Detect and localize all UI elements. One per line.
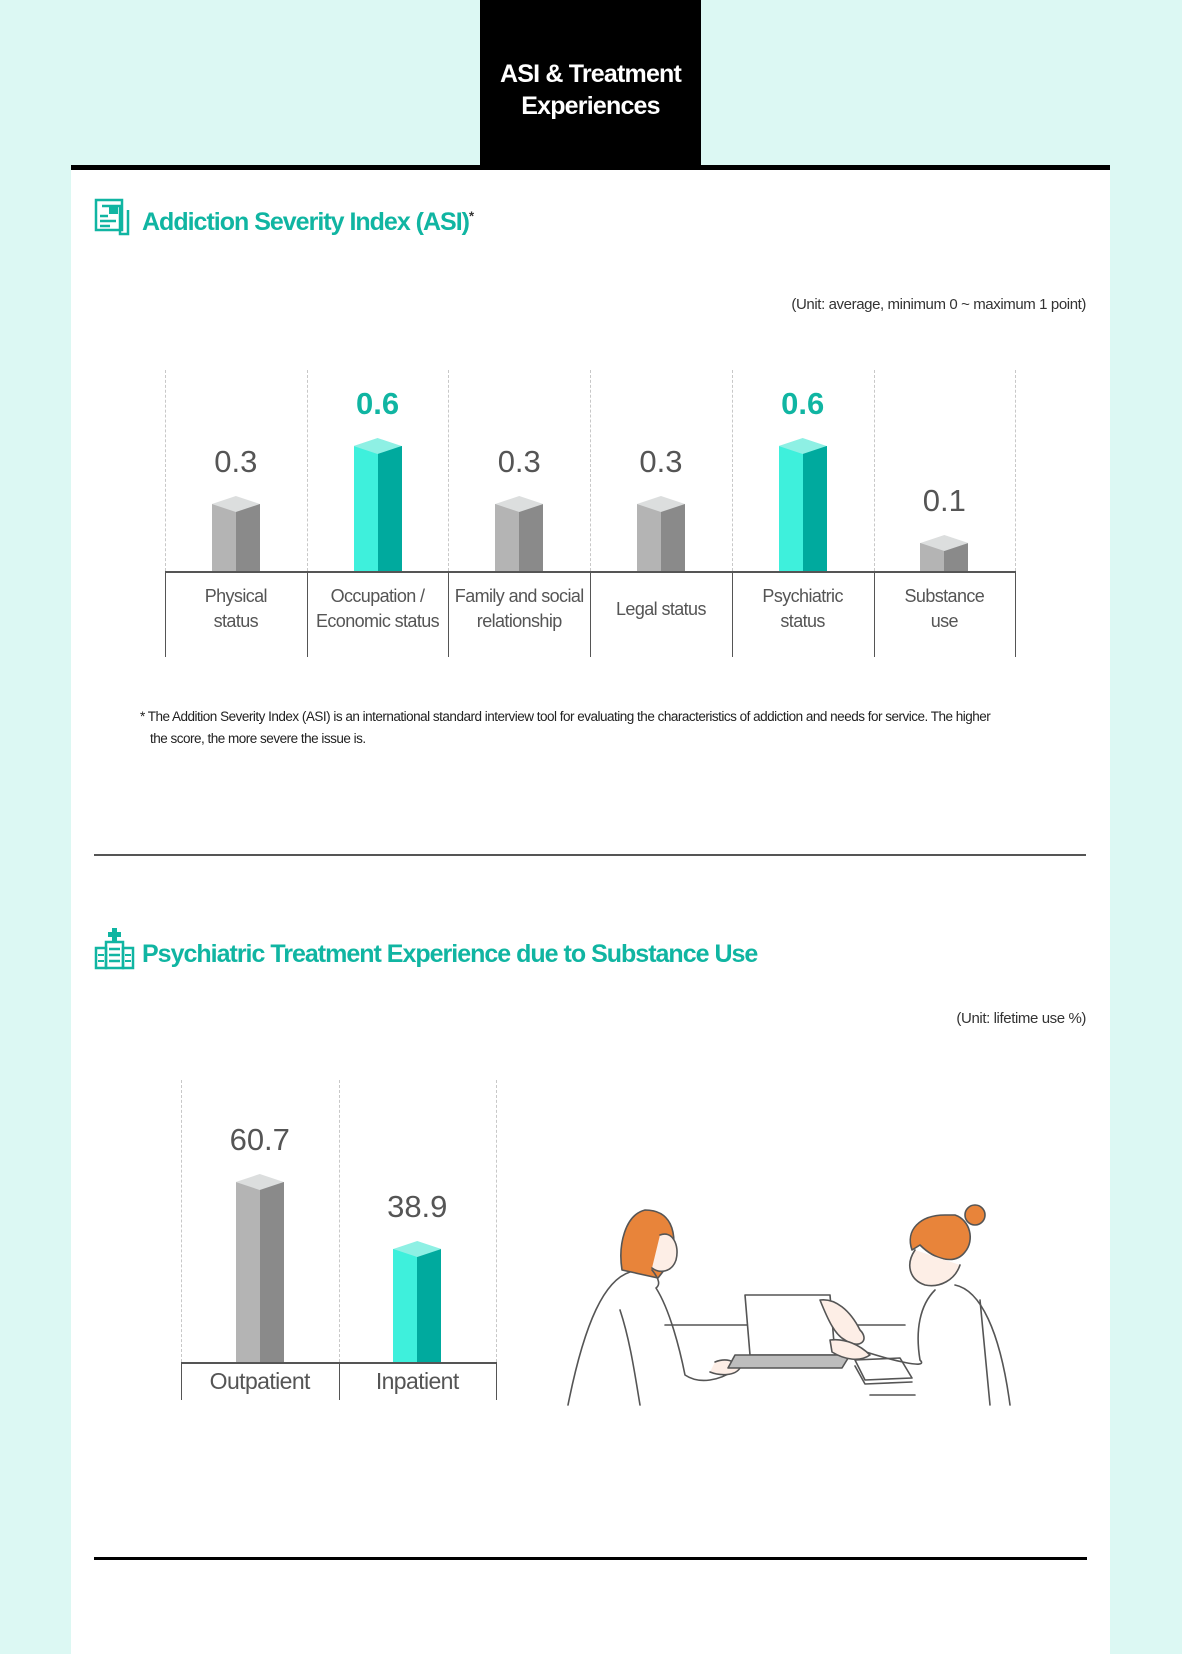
grid-line (731, 370, 733, 571)
category-divider (306, 571, 308, 657)
grid-line (338, 1080, 340, 1362)
header-rule (71, 165, 1110, 170)
grid-line (496, 1080, 497, 1362)
page-title: ASI & Treatment Experiences (480, 0, 701, 166)
category-divider (338, 1362, 340, 1400)
asi-bar (353, 438, 402, 571)
grid-line (873, 370, 875, 571)
asi-bar (211, 496, 260, 571)
treatment-bar (393, 1241, 442, 1362)
footnote-line-1: * The Addition Severity Index (ASI) is a… (140, 709, 991, 724)
category-line: Legal status (616, 598, 706, 619)
asi-unit-label: (Unit: average, minimum 0 ~ maximum 1 po… (791, 296, 1086, 313)
grid-line (1015, 370, 1017, 571)
category-line: Psychiatric (762, 586, 843, 606)
asi-bar (636, 496, 685, 571)
category-text: Occupation / Economic status (316, 584, 440, 634)
treatment-unit-label: (Unit: lifetime use %) (956, 1010, 1086, 1027)
asi-category-label: Occupation / Economic status (307, 571, 449, 647)
section-divider (94, 854, 1086, 856)
category-divider (181, 1362, 182, 1400)
category-line: status (213, 611, 259, 631)
treatment-value-label: 60.7 (229, 1122, 290, 1157)
grid-line (590, 370, 592, 571)
asi-footnote: * The Addition Severity Index (ASI) is a… (140, 706, 1060, 750)
grid-line (181, 1080, 182, 1362)
two-women-consultation-illustration (560, 1190, 1060, 1420)
asi-section-title: Addiction Severity Index (ASI)* (142, 208, 474, 237)
document-clipboard-icon (94, 196, 130, 241)
asi-bar (778, 438, 827, 571)
footnote-line-2: the score, the more severe the issue is. (150, 731, 366, 746)
category-divider (731, 571, 733, 657)
category-line: Occupation / (330, 586, 425, 606)
category-line: Economic status (316, 611, 440, 631)
category-line: Physical (204, 586, 268, 606)
category-divider (1015, 571, 1017, 657)
category-line: Substance (904, 586, 985, 606)
category-divider (873, 571, 875, 657)
grid-line (165, 370, 166, 571)
asi-title-text: Addiction Severity Index (ASI) (142, 208, 470, 236)
asi-bar (920, 535, 969, 571)
category-line: Family and social (454, 586, 584, 606)
category-text: Family and social relationship (455, 584, 584, 634)
asi-value-label: 0.6 (781, 386, 825, 421)
asi-category-label: Psychiatric status (732, 571, 874, 647)
footnote-marker: * (469, 208, 474, 224)
treatment-category-label: Outpatient (209, 1367, 311, 1394)
asi-value-label: 0.3 (214, 444, 258, 479)
category-divider (165, 571, 166, 657)
asi-value-label: 0.3 (639, 444, 683, 479)
category-line: status (780, 611, 825, 631)
asi-category-label: Legal status (590, 571, 732, 647)
category-text: Substance use (905, 584, 985, 634)
bottom-rule (94, 1557, 1087, 1560)
category-line: relationship (476, 611, 562, 631)
category-text: Legal status (616, 597, 706, 622)
asi-category-label: Substance use (874, 571, 1016, 647)
grid-line (448, 370, 450, 571)
x-axis (165, 571, 1016, 573)
category-line: use (930, 611, 959, 631)
treatment-bar (235, 1174, 284, 1362)
hospital-icon (94, 928, 136, 975)
asi-category-label: Physical status (165, 571, 307, 647)
asi-value-label: 0.1 (922, 483, 966, 518)
category-divider (590, 571, 592, 657)
page-title-line2: Experiences (521, 92, 660, 120)
asi-category-label: Family and social relationship (448, 571, 590, 647)
page-title-line1: ASI & Treatment (499, 60, 682, 88)
asi-value-label: 0.6 (355, 386, 400, 421)
category-divider (496, 1362, 497, 1400)
category-divider (448, 571, 450, 657)
treatment-category-label: Inpatient (375, 1367, 459, 1394)
asi-bar (495, 496, 544, 571)
grid-line (306, 370, 308, 571)
asi-value-label: 0.3 (497, 444, 541, 479)
category-text: Psychiatric status (762, 584, 843, 634)
treatment-section-title: Psychiatric Treatment Experience due to … (142, 940, 758, 968)
x-axis (181, 1362, 496, 1364)
category-text: Physical status (204, 584, 268, 634)
treatment-value-label: 38.9 (387, 1189, 448, 1224)
